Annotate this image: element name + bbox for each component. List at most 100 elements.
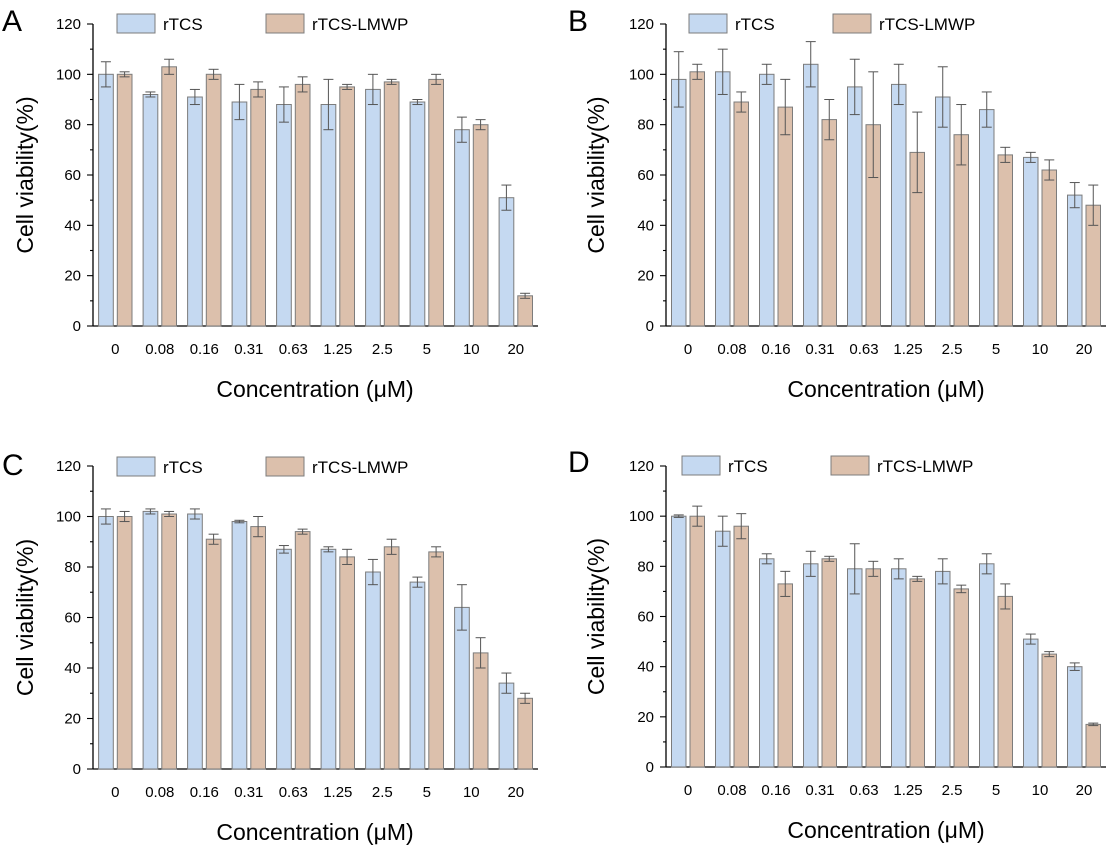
bar-rtcs — [98, 516, 114, 770]
legend-label-rtcs-lmwp: rTCS-LMWP — [879, 15, 975, 34]
bar-rtcs-lmwp — [777, 583, 793, 768]
bar-rtcs-lmwp — [472, 652, 489, 770]
x-tick-label: 10 — [463, 784, 480, 801]
x-tick-label: 1.25 — [893, 782, 922, 799]
bar-rtcs-lmwp — [733, 525, 749, 768]
x-tick-label: 0.63 — [849, 782, 878, 799]
x-tick-label: 0 — [684, 341, 692, 358]
bar-rtcs — [142, 94, 159, 327]
legend-swatch-rtcs-lmwp — [832, 13, 872, 34]
bar-rtcs-lmwp — [997, 154, 1013, 327]
bar-rtcs-lmwp — [161, 66, 178, 327]
bar-rtcs — [365, 571, 381, 770]
y-tick-label: 0 — [646, 318, 654, 335]
x-tick-label: 5 — [992, 782, 1000, 799]
legend-swatch-rtcs — [116, 456, 156, 477]
legend-label-rtcs: rTCS — [728, 457, 768, 476]
x-tick-label: 5 — [423, 341, 431, 358]
x-tick-label: 0 — [111, 341, 119, 358]
bar-rtcs — [935, 96, 951, 327]
bar-rtcs — [142, 510, 159, 770]
bar-rtcs — [187, 96, 203, 327]
y-tick-label: 40 — [64, 660, 81, 677]
y-tick-label: 120 — [56, 458, 81, 475]
bar-rtcs-lmwp — [294, 83, 311, 327]
bar-rtcs — [803, 563, 819, 768]
y-tick-label: 60 — [64, 610, 81, 627]
chart-panel-c: C 0 20 40 60 80 100 120 0 0.08 0.16 0.31 0.63 1.25 2.5… — [2, 449, 538, 845]
y-tick-label: 60 — [637, 609, 654, 626]
x-tick-label: 10 — [1032, 782, 1049, 799]
bar-rtcs-lmwp — [865, 568, 881, 768]
legend-label-rtcs-lmwp: rTCS-LMWP — [877, 457, 973, 476]
x-tick-label: 0.63 — [279, 341, 308, 358]
bar-rtcs — [1023, 638, 1039, 768]
x-tick-label: 0.31 — [805, 341, 834, 358]
x-tick-label: 10 — [463, 341, 480, 358]
bar-rtcs-lmwp — [294, 531, 311, 770]
y-tick-label: 0 — [646, 759, 654, 776]
y-tick-label: 20 — [637, 709, 654, 726]
y-tick-label: 40 — [64, 217, 81, 234]
bar-rtcs — [1067, 666, 1083, 768]
bar-rtcs — [365, 88, 381, 327]
y-tick-label: 80 — [637, 117, 654, 134]
x-tick-label: 20 — [1076, 341, 1093, 358]
x-tick-label: 2.5 — [942, 782, 963, 799]
y-tick-label: 120 — [629, 458, 654, 475]
bar-rtcs-lmwp — [428, 78, 444, 327]
y-tick-label: 100 — [629, 508, 654, 525]
bar-rtcs — [715, 530, 731, 768]
bar-rtcs-lmwp — [909, 578, 925, 768]
x-tick-label: 0.31 — [805, 782, 834, 799]
bar-rtcs-lmwp — [428, 551, 444, 770]
bar-rtcs — [409, 101, 426, 327]
chart-panel-b: B 0 20 40 60 80 100 120 0 0.08 0.16 0.31 0.63 1.25 2.5… — [568, 5, 1106, 402]
bar-rtcs-lmwp — [205, 73, 222, 327]
x-tick-label: 0.63 — [849, 341, 878, 358]
bar-rtcs — [847, 86, 863, 327]
bar-rtcs — [891, 568, 907, 768]
bar-rtcs — [671, 78, 687, 327]
bar-rtcs — [454, 606, 470, 770]
bar-rtcs — [187, 513, 203, 770]
bar-rtcs-lmwp — [472, 124, 489, 327]
x-tick-label: 0.08 — [145, 784, 174, 801]
y-axis-title: Cell viability(%) — [583, 96, 609, 253]
y-tick-label: 120 — [629, 16, 654, 33]
bar-rtcs-lmwp — [1041, 653, 1057, 768]
y-tick-label: 80 — [64, 559, 81, 576]
y-tick-label: 40 — [637, 659, 654, 676]
x-tick-label: 5 — [423, 784, 431, 801]
y-tick-label: 80 — [64, 117, 81, 134]
legend-swatch-rtcs — [116, 13, 156, 34]
x-tick-label: 0.08 — [145, 341, 174, 358]
x-tick-label: 0.08 — [717, 782, 746, 799]
bar-rtcs — [803, 63, 819, 327]
y-tick-label: 20 — [64, 711, 81, 728]
bar-rtcs-lmwp — [821, 119, 837, 327]
bar-rtcs — [498, 682, 515, 770]
x-tick-label: 20 — [507, 784, 524, 801]
x-tick-label: 2.5 — [372, 784, 393, 801]
bar-rtcs-lmwp — [339, 86, 355, 327]
y-tick-label: 0 — [73, 761, 81, 778]
y-axis-title: Cell viability(%) — [12, 539, 38, 696]
legend-label-rtcs-lmwp: rTCS-LMWP — [312, 458, 408, 477]
bar-rtcs — [979, 563, 995, 768]
bar-rtcs-lmwp — [1041, 169, 1057, 327]
bar-rtcs-lmwp — [116, 516, 133, 770]
x-tick-label: 0.16 — [190, 784, 219, 801]
y-tick-label: 60 — [64, 167, 81, 184]
x-tick-label: 0.63 — [279, 784, 308, 801]
x-axis-title: Concentration (μM) — [216, 819, 413, 845]
bar-rtcs — [935, 570, 951, 768]
legend-swatch-rtcs-lmwp — [830, 455, 870, 476]
y-tick-label: 20 — [637, 268, 654, 285]
bar-rtcs — [409, 581, 426, 770]
x-tick-label: 0.31 — [234, 784, 263, 801]
x-tick-label: 2.5 — [372, 341, 393, 358]
bar-rtcs-lmwp — [205, 538, 222, 770]
bar-rtcs-lmwp — [733, 101, 749, 327]
legend-swatch-rtcs-lmwp — [265, 456, 305, 477]
